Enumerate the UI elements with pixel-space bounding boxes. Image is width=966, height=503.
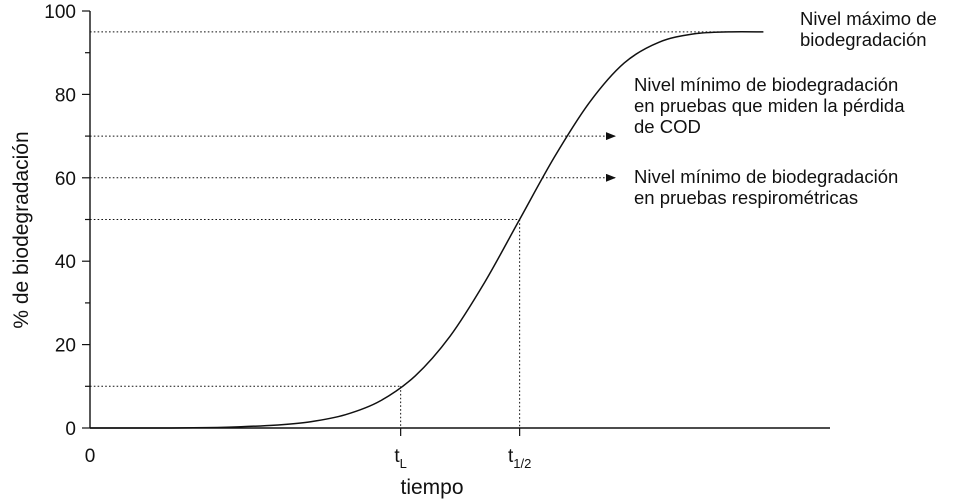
annotation-label: Nivel mínimo de biodegradación en pruebas… [634,74,905,137]
y-axis-label: % de biodegradación [10,131,33,328]
annotation-label: Nivel mínimo de biodegradación en pruebas… [634,166,898,208]
curve-layer [90,30,764,429]
y-tick-label: 60 [55,169,76,190]
x-tick-label: tL [394,446,407,471]
x-axis-label: tiempo [400,476,463,499]
x-tick-label: t1/2 [508,446,531,471]
y-tick-label: 20 [55,336,76,357]
y-tick-label: 40 [55,252,76,273]
biodegradation-curve [90,30,764,429]
annotation-label: Nivel máximo de biodegradación [800,8,937,50]
y-tick-label: 0 [65,419,76,440]
axes: 0 20 40 60 80 100 0 tL t1/2 [44,2,830,471]
y-tick-label: 80 [55,85,76,106]
x-tick-label: 0 [85,446,96,467]
reference-lines [90,31,729,428]
y-tick-label: 100 [44,2,76,23]
annotation-labels: Nivel máximo de biodegradación Nivel mínim… [634,8,937,208]
